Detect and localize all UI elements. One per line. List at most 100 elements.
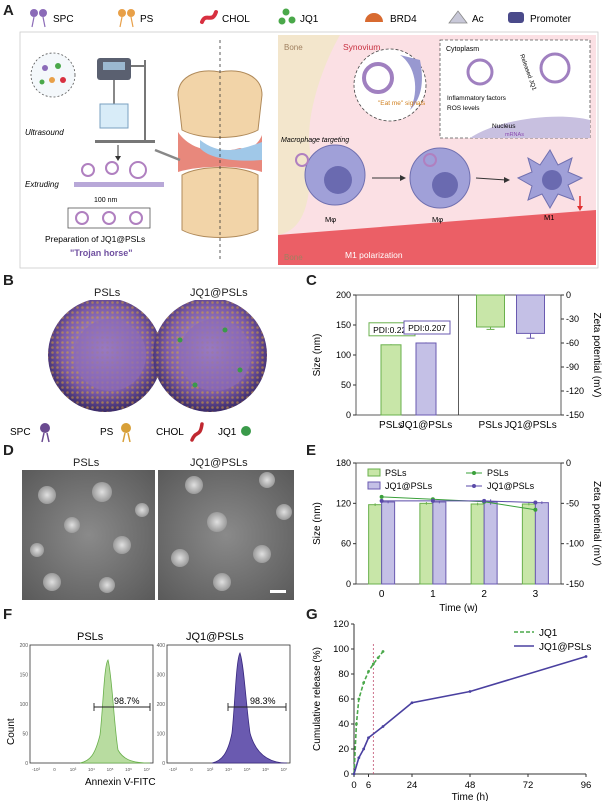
chart-g-xlabel: Time (h) xyxy=(452,792,489,801)
flow-x-tick-label: 10³ xyxy=(70,767,77,772)
chart-e-right-ylabel: Zeta potential (mV) xyxy=(591,481,602,566)
flow-y-tick-label: 200 xyxy=(157,702,166,708)
chart-e-size-bar xyxy=(483,501,498,585)
mphi-label-2: Mφ xyxy=(432,215,443,224)
ac-icon xyxy=(448,10,468,24)
chart-c-zeta-bar xyxy=(516,294,545,334)
macrophage-targeting-label: Macrophage targeting xyxy=(281,137,349,144)
chart-g-legend-label: JQ1 xyxy=(539,628,558,639)
flow-x-tick-label: 0 xyxy=(53,767,56,772)
flow-pct-right: 98.3% xyxy=(250,696,276,706)
chart-e-xlabel: Time (w) xyxy=(439,603,478,614)
chart-c-left-tick-label: 150 xyxy=(336,320,351,330)
synovium-label: Synovium xyxy=(343,42,380,52)
chart-c-right-tick-label: 0 xyxy=(566,290,571,300)
chart-c-right-tick-label: -90 xyxy=(566,362,579,372)
chart-e-zeta-point xyxy=(533,500,538,505)
flow-histogram-left xyxy=(79,659,151,764)
chart-g-point xyxy=(376,656,380,660)
chart-e-legend-label: PSLs xyxy=(385,468,407,478)
panel-b-key: SPC PS CHOL JQ1 xyxy=(10,422,251,443)
chart-c-x-label: PSLs xyxy=(479,420,503,431)
chart-e-zeta-point xyxy=(430,498,435,503)
chart-e-frame xyxy=(355,462,562,585)
chart-g-point xyxy=(362,681,366,685)
chart-c-pdi-box xyxy=(403,320,451,335)
chart-e-zeta-point xyxy=(533,507,538,512)
panel-a-legend: SPC PS CHOL JQ1 BRD4 Ac xyxy=(30,8,572,28)
trojan-horse-label: "Trojan horse" xyxy=(70,248,133,258)
chart-c-left-ylabel: Size (nm) xyxy=(312,334,323,377)
chart-g-x-tick-label: 72 xyxy=(523,780,534,791)
tem-vesicles-left xyxy=(30,482,149,593)
panel-c-label: C xyxy=(306,272,317,289)
chart-e-left-tick-label: 60 xyxy=(341,539,351,549)
chart-e-x-tick-label: 1 xyxy=(430,589,436,600)
chart-c-right-tick-label: -60 xyxy=(566,338,579,348)
legend-promoter: Promoter xyxy=(530,14,572,25)
chart-e-zeta-line xyxy=(381,500,536,504)
knee-joint xyxy=(154,40,263,262)
macrophage-m1 xyxy=(516,149,584,210)
panel-f-label: F xyxy=(3,606,13,623)
chart-g-point xyxy=(367,670,370,673)
flow-title-left: PSLs xyxy=(77,631,104,643)
chart-g-y-tick-label: 0 xyxy=(344,769,349,780)
jq1-icon xyxy=(278,8,296,25)
chart-c-left-tick-label: 200 xyxy=(336,290,351,300)
chart-c-x-label: PSLs xyxy=(379,420,403,431)
chart-c-zeta-bar xyxy=(476,294,505,328)
legend-chol: CHOL xyxy=(222,14,250,25)
chart-c-size-bar xyxy=(380,344,402,416)
flow-y-tick-label: 0 xyxy=(162,761,165,767)
chart-g-point xyxy=(371,662,375,666)
chart-g-y-tick-label: 120 xyxy=(333,619,349,630)
flow-y-tick-label: 100 xyxy=(20,702,29,708)
m1-polarization-label: M1 polarization xyxy=(345,250,403,260)
chart-g-ylabel: Cumulative release (%) xyxy=(312,647,323,751)
chart-g-point xyxy=(381,725,385,728)
chart-e-size-bar xyxy=(381,501,396,585)
panel-e-label: E xyxy=(306,442,317,459)
chart-g-point xyxy=(410,701,414,705)
legend-ac: Ac xyxy=(472,14,484,25)
extruding-label: Extruding xyxy=(25,180,59,189)
chart-c-left-tick-label: 100 xyxy=(336,350,351,360)
chart-g-point xyxy=(381,650,385,653)
chart-c: 0 50 100 150 200 Size (nm) 0 -30 -60 -90 -120 -150 Z… xyxy=(312,290,602,431)
chart-e-right-tick-label: -150 xyxy=(566,579,584,589)
chart-e-right-tick-label: -100 xyxy=(566,539,584,549)
chart-g-x-tick-label: 24 xyxy=(407,780,418,791)
flow-y-tick-label: 150 xyxy=(20,673,29,679)
cytoplasm-label: Cytoplasm xyxy=(446,46,479,53)
flow-histogram-right xyxy=(211,652,288,764)
mixture-zoom xyxy=(30,52,76,98)
liposome-jq1-psls xyxy=(153,300,267,412)
panel-f-flow: PSLs JQ1@PSLs Count Annexin V-FITC 98.7%… xyxy=(6,631,291,788)
flow-ticks: 0 50 100 150 200 -10³ 0 10³ 10⁴ 10⁵ 10⁶ 10⁷ 0 100 200 3… xyxy=(20,643,288,772)
panel-b-title-left: PSLs xyxy=(94,287,121,299)
legend-spc: SPC xyxy=(53,14,74,25)
chart-c-pdi-label: PDI:0.207 xyxy=(408,323,446,333)
chart-c-size-bar xyxy=(415,342,437,416)
chart-g-y-tick-label: 60 xyxy=(338,694,349,705)
chart-e-legend-swatch xyxy=(367,468,381,477)
chart-e-legend-marker xyxy=(472,484,476,488)
extrusion-membrane xyxy=(74,182,164,187)
chart-g-y-tick-label: 80 xyxy=(338,669,349,680)
chart-g-x-tick-label: 48 xyxy=(465,780,476,791)
flow-y-tick-label: 50 xyxy=(22,732,28,738)
chart-e-size-bar xyxy=(521,503,536,585)
chart-g-legend-label: JQ1@PSLs xyxy=(539,642,591,653)
chart-e-legend-marker xyxy=(472,471,476,475)
chol-icon xyxy=(200,10,218,24)
key-ps: PS xyxy=(100,427,114,438)
chart-e-size-bar xyxy=(419,502,434,585)
chart-e-legend-swatch xyxy=(367,481,381,490)
chart-g-point xyxy=(357,756,361,760)
chart-c-pdi-label: PDI:0.221 xyxy=(373,325,411,335)
flow-x-tick-label: -10³ xyxy=(32,767,41,772)
flow-y-tick-label: 100 xyxy=(157,732,166,738)
size-label: 100 nm xyxy=(94,197,118,204)
chart-c-left-tick-label: 50 xyxy=(341,380,351,390)
